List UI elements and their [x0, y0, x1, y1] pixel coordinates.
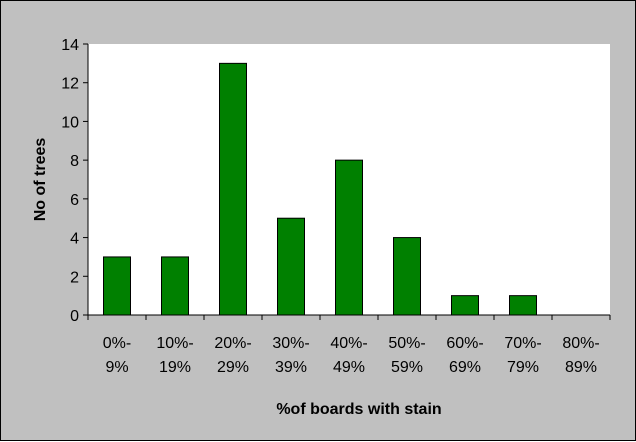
x-tick-label: 60%-69% — [446, 335, 483, 376]
y-tick-label: 0 — [70, 308, 79, 325]
y-tick-label: 4 — [70, 231, 79, 248]
bar — [451, 295, 479, 316]
bar — [509, 295, 537, 316]
y-tick-label: 10 — [61, 114, 79, 131]
bar — [335, 159, 363, 316]
y-tick-label: 14 — [61, 37, 79, 54]
x-tick-label: 40%-49% — [330, 335, 367, 376]
bar — [161, 256, 189, 316]
x-tick-label: 70%-79% — [504, 335, 541, 376]
x-tick-label: 30%-39% — [272, 335, 309, 376]
x-tick-label: 80%-89% — [562, 335, 599, 376]
y-tick-label: 8 — [70, 153, 79, 170]
x-tick-label: 50%-59% — [388, 335, 425, 376]
x-axis-ticks — [87, 315, 611, 320]
x-axis-title: %of boards with stain — [276, 401, 441, 418]
x-tick-label: 0%-9% — [103, 335, 131, 376]
x-axis-tick-labels: 0%-9% 10%-19% 20%-29% 30%-39% 40%-49% 50%-59%… — [103, 335, 600, 376]
bar — [103, 256, 131, 316]
bar — [277, 217, 305, 316]
y-axis-title: No of trees — [32, 138, 49, 222]
y-tick-label: 6 — [70, 192, 79, 209]
x-tick-label: 10%-19% — [156, 335, 193, 376]
bars — [103, 62, 537, 316]
x-tick-label: 20%-29% — [214, 335, 251, 376]
bar — [219, 62, 247, 316]
y-tick-label: 12 — [61, 76, 79, 93]
y-axis-ticks: 0 2 4 6 8 10 12 14 — [61, 37, 88, 325]
y-tick-label: 2 — [70, 269, 79, 286]
bar — [393, 237, 421, 316]
